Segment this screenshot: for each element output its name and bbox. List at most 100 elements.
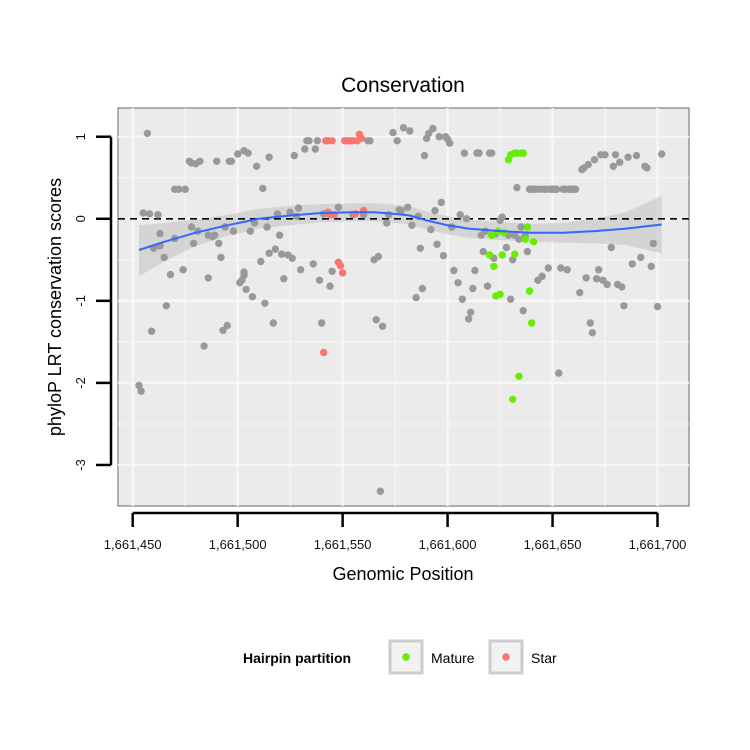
- data-point-other: [437, 198, 445, 207]
- smooth-line-layer: [138, 211, 662, 251]
- data-point-other: [288, 254, 296, 262]
- data-point-other: [265, 153, 273, 161]
- y-tick-label: -3: [73, 459, 88, 471]
- data-point-mature: [523, 223, 532, 231]
- data-point-other: [313, 137, 322, 145]
- y-axis-title: phyloP LRT conservation scores: [45, 178, 65, 436]
- data-point-other: [383, 219, 391, 227]
- data-point-other: [227, 157, 236, 165]
- data-point-other: [544, 264, 552, 272]
- data-point-other: [571, 185, 580, 193]
- legend-swatch-star: [502, 653, 510, 661]
- data-point-other: [271, 245, 280, 253]
- data-point-other: [261, 299, 269, 307]
- data-point-other: [229, 227, 238, 235]
- data-point-other: [397, 206, 406, 215]
- data-point-other: [416, 244, 424, 252]
- data-point-other: [376, 487, 385, 495]
- data-point-other: [219, 326, 227, 335]
- data-point-other: [389, 128, 397, 137]
- data-point-other: [393, 137, 401, 145]
- y-tick-label: 1: [73, 133, 88, 140]
- data-point-other: [479, 247, 487, 256]
- data-point-other: [462, 215, 471, 223]
- data-point-other: [412, 293, 420, 302]
- data-point-other: [446, 139, 454, 147]
- data-point-other: [611, 151, 620, 159]
- data-point-other: [515, 235, 523, 243]
- data-point-other: [643, 164, 651, 172]
- data-point-mature: [527, 319, 536, 327]
- data-point-other: [213, 157, 221, 165]
- x-tick-label: 1,661,700: [629, 537, 687, 552]
- data-point-star: [320, 348, 328, 357]
- data-point-other: [464, 315, 473, 323]
- data-point-other: [196, 157, 204, 165]
- data-point-other: [181, 185, 189, 193]
- legend-label-star: Star: [531, 650, 557, 666]
- data-point-other: [252, 162, 261, 170]
- confidence-band: [139, 195, 662, 277]
- data-point-other: [292, 212, 301, 220]
- data-point-other: [502, 243, 511, 252]
- data-point-other: [471, 266, 479, 275]
- data-point-other: [460, 149, 469, 157]
- data-point-other: [506, 295, 515, 303]
- data-point-mature: [498, 251, 506, 259]
- data-point-other: [160, 253, 168, 262]
- data-point-other: [408, 221, 416, 229]
- data-point-other: [653, 302, 662, 311]
- data-point-other: [469, 284, 477, 293]
- data-point-other: [607, 243, 615, 252]
- data-point-other: [620, 302, 628, 310]
- data-point-other: [404, 203, 412, 211]
- data-point-other: [420, 151, 429, 160]
- data-point-other: [513, 183, 521, 192]
- data-point-other: [538, 272, 546, 280]
- data-point-other: [265, 249, 273, 257]
- data-point-mature: [511, 250, 519, 258]
- data-point-mature: [500, 229, 508, 237]
- data-point-other: [509, 256, 517, 264]
- data-point-other: [519, 307, 527, 315]
- data-point-other: [374, 252, 382, 261]
- data-point-other: [439, 252, 448, 260]
- data-point-other: [498, 213, 506, 221]
- data-point-other: [425, 129, 433, 138]
- data-point-other: [406, 127, 414, 135]
- data-point-other: [200, 342, 208, 350]
- data-point-other: [328, 267, 336, 275]
- data-point-other: [280, 275, 288, 283]
- data-point-other: [248, 293, 257, 301]
- data-point-other: [189, 239, 198, 248]
- data-point-other: [582, 274, 590, 282]
- data-point-other: [563, 266, 571, 274]
- data-point-other: [586, 319, 594, 327]
- data-point-other: [576, 288, 584, 297]
- data-point-other: [244, 149, 252, 157]
- data-point-other: [658, 150, 666, 158]
- smooth-trend-line: [138, 211, 662, 251]
- data-point-other: [242, 285, 250, 294]
- data-point-other: [649, 239, 657, 248]
- x-tick-label: 1,661,650: [524, 537, 582, 552]
- data-point-other: [137, 387, 145, 395]
- data-point-other: [624, 153, 632, 161]
- chart-title: Conservation: [341, 74, 465, 97]
- data-point-mature: [488, 231, 496, 239]
- data-point-other: [240, 268, 248, 276]
- data-point-other: [647, 262, 655, 271]
- data-point-other: [595, 266, 603, 274]
- data-point-other: [458, 295, 466, 303]
- data-point-mature: [485, 251, 494, 259]
- data-point-other: [234, 150, 242, 158]
- data-point-other: [429, 124, 437, 133]
- legend: Hairpin partition Mature Star: [243, 639, 557, 675]
- y-tick-label: -2: [73, 377, 88, 389]
- data-point-other: [154, 211, 162, 219]
- data-point-other: [488, 149, 496, 157]
- data-point-other: [431, 206, 439, 215]
- data-point-other: [139, 209, 147, 217]
- data-point-other: [616, 158, 624, 166]
- data-point-other: [278, 250, 286, 258]
